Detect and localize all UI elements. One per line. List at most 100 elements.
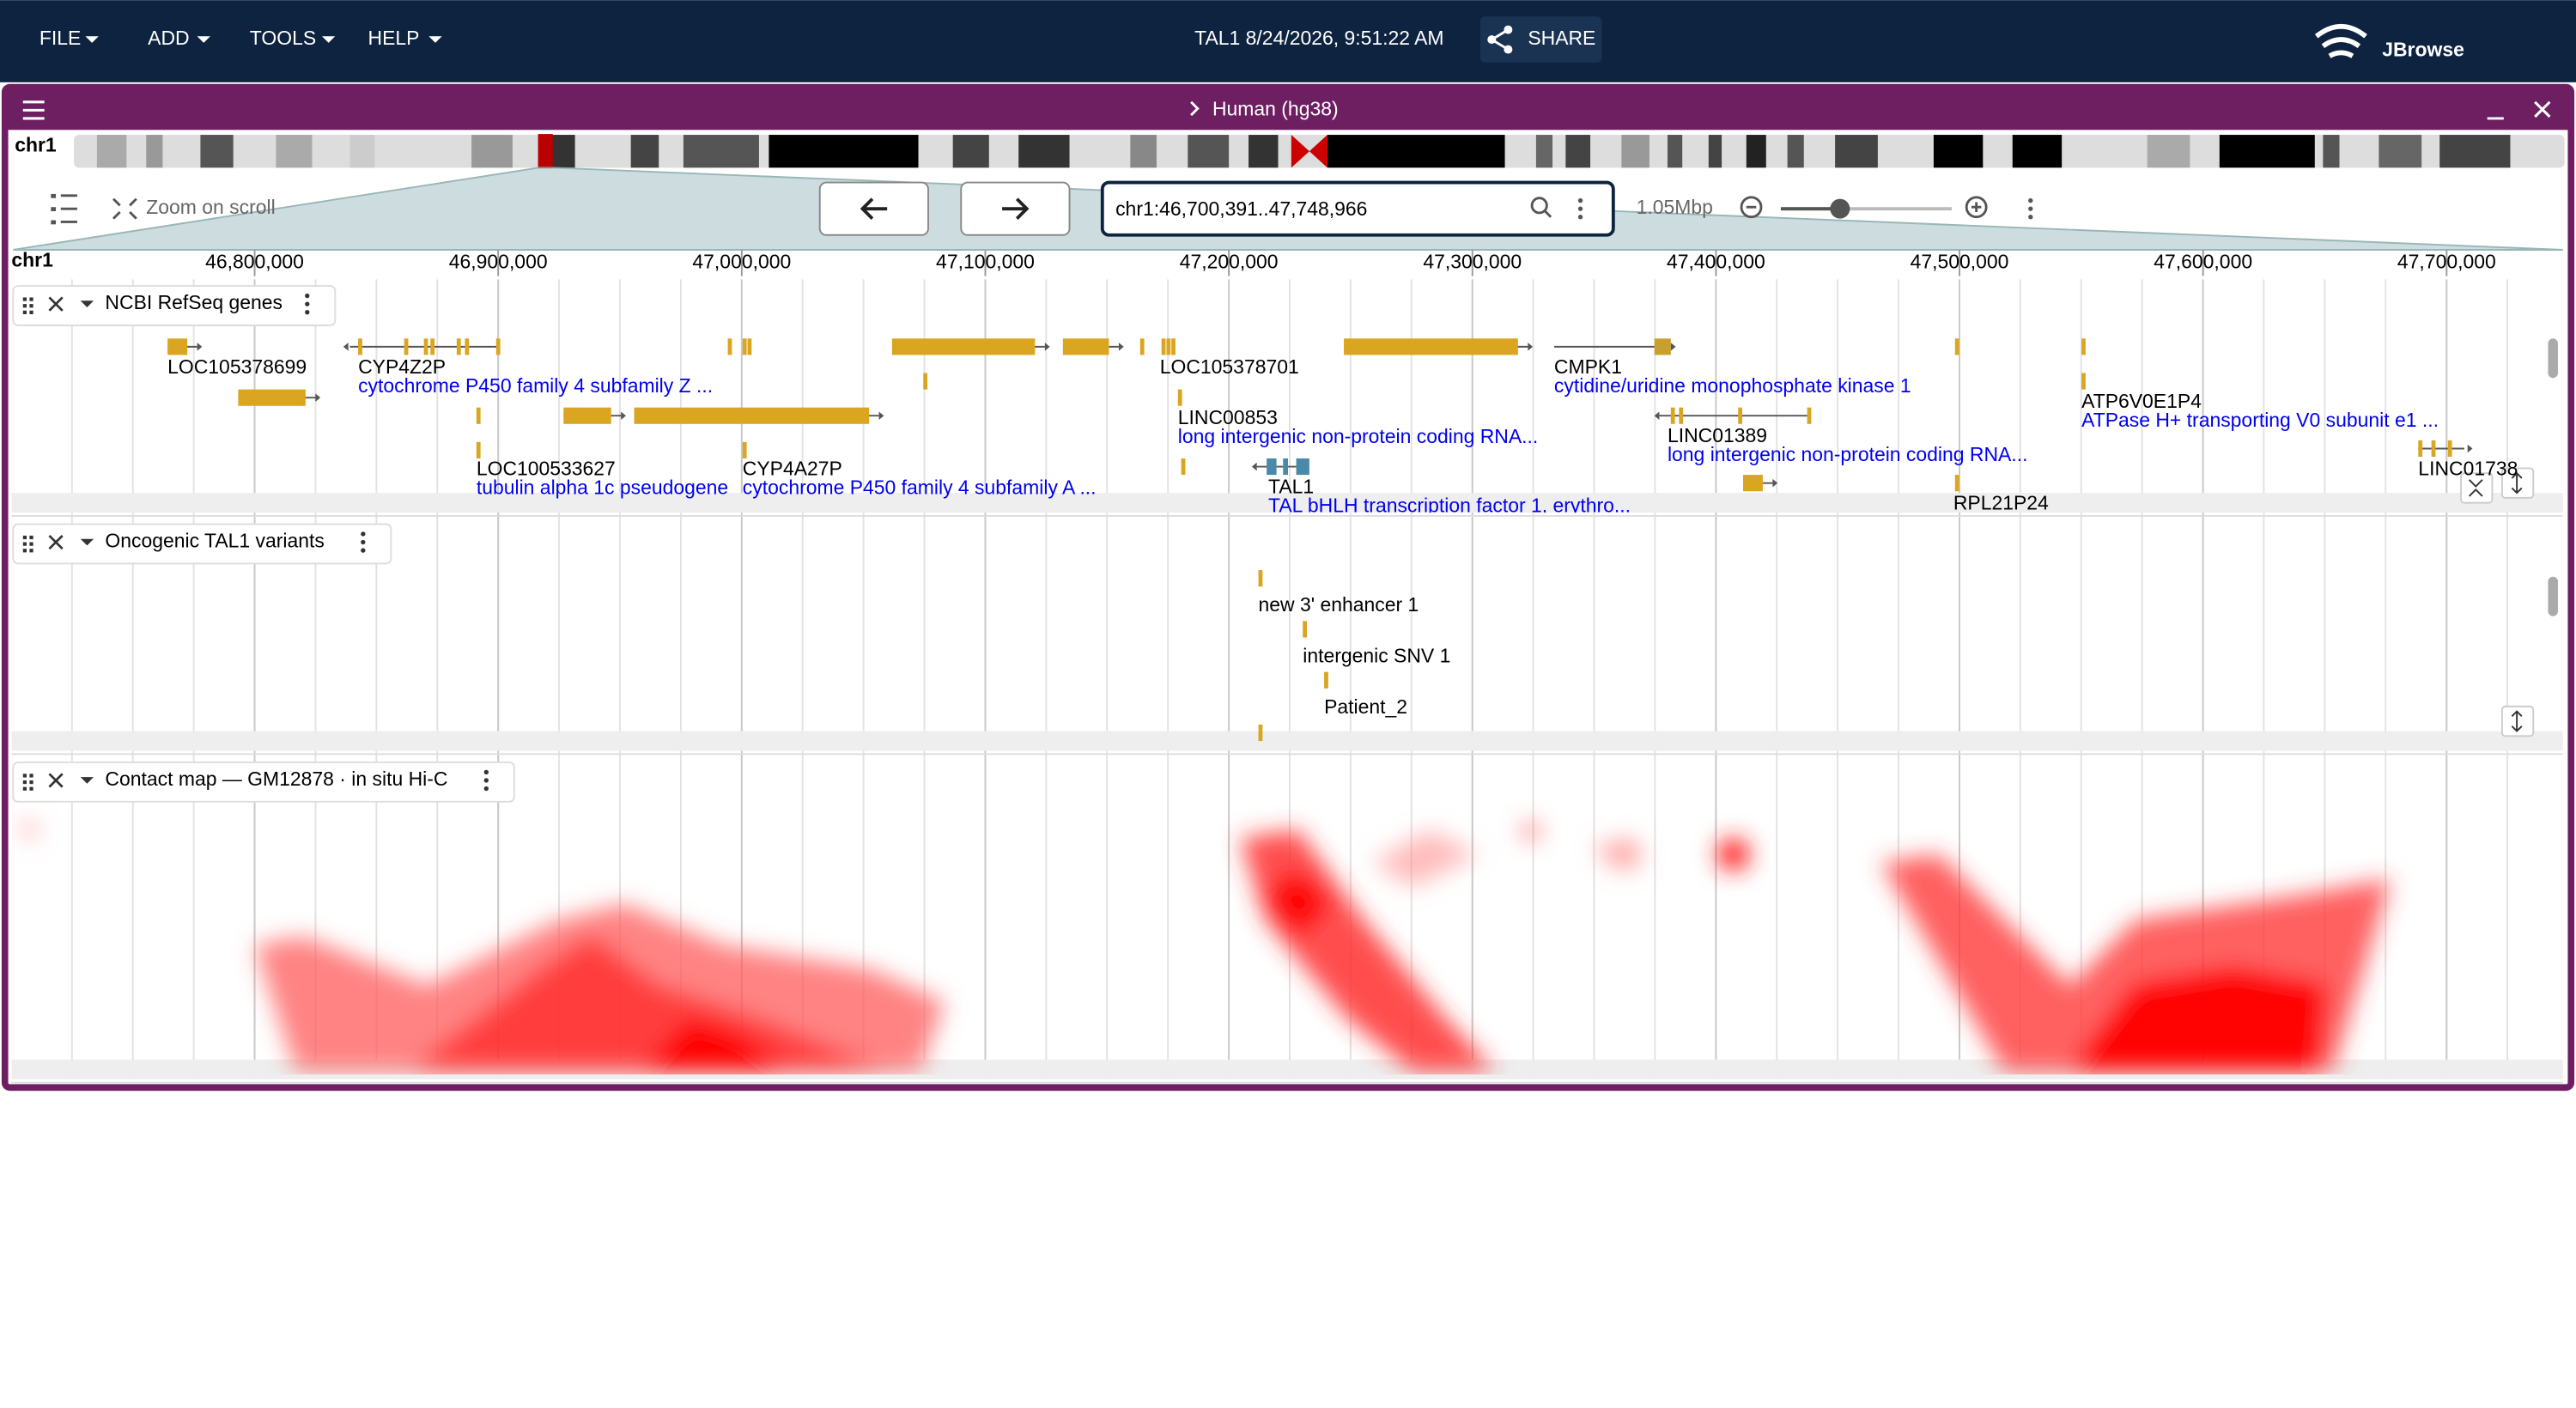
track-menu-dot[interactable] <box>361 548 366 553</box>
track-menu-dot[interactable] <box>483 769 489 775</box>
contact-map-blobs <box>21 821 2391 1071</box>
view-menu-dot[interactable] <box>2028 206 2033 211</box>
gene-name: CYP4Z2P <box>358 355 446 378</box>
ideogram-band <box>2012 135 2063 168</box>
track-label-box <box>12 523 392 565</box>
gene-exon <box>727 338 732 355</box>
close-track[interactable] <box>48 296 64 312</box>
gene-exon <box>634 407 870 424</box>
track-label-box <box>12 761 515 803</box>
contact-blob <box>410 936 888 1071</box>
track-menu-dot[interactable] <box>361 531 366 537</box>
gene-exon <box>923 373 928 390</box>
track-menu-dot[interactable] <box>361 539 366 545</box>
ideogram-band <box>1933 135 1984 168</box>
gene-exon <box>891 338 1036 355</box>
menu-button[interactable]: ADD <box>148 27 189 49</box>
view-header <box>4 88 2572 130</box>
drag-handle-dot[interactable] <box>22 310 27 314</box>
share-icon-dot <box>1504 45 1513 54</box>
track-menu-dot[interactable] <box>305 310 310 315</box>
gene-description: TAL bHLH transcription factor 1, erythro… <box>1268 494 1631 516</box>
track-collapse[interactable] <box>80 538 94 546</box>
drag-handle-dot[interactable] <box>22 535 27 540</box>
zoom-on-scroll[interactable]: Zoom on scroll <box>146 196 275 218</box>
track-collapse[interactable] <box>80 300 94 307</box>
gene-exon <box>358 338 362 355</box>
zoom-out[interactable] <box>1740 196 1763 219</box>
close-track[interactable] <box>48 773 64 788</box>
strand-arrow <box>2467 444 2473 453</box>
drag-handle-dot[interactable] <box>29 549 33 553</box>
gene-exon <box>238 389 306 406</box>
gene-exon <box>1171 338 1176 355</box>
track-menu-dot[interactable] <box>305 293 310 299</box>
ideogram-band <box>1621 135 1649 168</box>
drag-handle-dot[interactable] <box>29 310 33 314</box>
back-arrow <box>860 197 888 220</box>
track-menu-dot[interactable] <box>483 786 489 792</box>
gene-description: cytochrome P450 family 4 subfamily Z ... <box>358 374 713 397</box>
forward-arrow <box>1002 197 1030 220</box>
drag-handle-dot[interactable] <box>22 304 27 308</box>
drag-handle-dot[interactable] <box>22 542 27 546</box>
track-menu-dot[interactable] <box>483 778 489 783</box>
share-icon-dot <box>1487 35 1497 45</box>
share-label: SHARE <box>1528 27 1595 49</box>
dropdown-icon <box>197 36 210 43</box>
location-menu-dot <box>1577 197 1583 203</box>
drag-handle-dot[interactable] <box>29 780 33 785</box>
collapse-button[interactable] <box>2460 472 2494 504</box>
drag-handle-dot[interactable] <box>22 786 27 791</box>
gene-exon <box>1139 338 1145 355</box>
menu-button[interactable]: FILE <box>39 27 81 49</box>
drag-handle-dot[interactable] <box>29 535 33 540</box>
gene-exon <box>1679 407 1684 424</box>
drag-handle-dot[interactable] <box>29 297 33 301</box>
contact-blob <box>21 821 39 838</box>
close-track[interactable] <box>48 534 64 550</box>
ideogram-band <box>1327 135 1505 168</box>
gene-exon <box>1166 338 1171 355</box>
drag-handle-dot[interactable] <box>29 786 33 791</box>
drag-handle-dot[interactable] <box>29 304 33 308</box>
resize-icon <box>2511 710 2523 732</box>
drag-handle-dot[interactable] <box>29 542 33 546</box>
view-menu-dot[interactable] <box>2028 215 2033 220</box>
view-menu-dot[interactable] <box>2028 197 2033 203</box>
gene-exon <box>465 338 470 355</box>
ideogram-band <box>96 135 127 168</box>
gene-exon <box>1807 407 1812 424</box>
app-bar <box>0 0 2576 82</box>
gene-exon <box>476 407 481 424</box>
contact-blob <box>2069 968 2325 1071</box>
menu-button[interactable]: TOOLS <box>250 27 316 49</box>
strand-arrow <box>1251 462 1257 471</box>
track-menu-dot[interactable] <box>305 301 310 306</box>
close-view[interactable] <box>2534 100 2551 118</box>
menu-button[interactable]: HELP <box>368 27 420 49</box>
track-selector-dot <box>51 207 57 212</box>
gene-name: CMPK1 <box>1554 355 1622 378</box>
strand-arrow <box>1118 343 1124 351</box>
gene-name: LOC105378701 <box>1160 355 1299 378</box>
zoom-slider-thumb[interactable] <box>1830 198 1850 219</box>
zoom-in[interactable] <box>1965 196 1988 219</box>
drag-handle-dot[interactable] <box>22 774 27 778</box>
ruler-tick-label: 47,500,000 <box>1911 250 2009 272</box>
drag-handle-dot[interactable] <box>22 780 27 785</box>
location-input[interactable] <box>1100 180 1615 237</box>
drag-handle-dot[interactable] <box>22 549 27 553</box>
drag-handle-dot[interactable] <box>22 297 27 301</box>
gene-exon <box>495 338 501 355</box>
gene-exon <box>1954 475 1959 492</box>
track-collapse[interactable] <box>80 777 94 784</box>
view-frame <box>1 83 2575 1091</box>
gene-exon <box>456 338 461 355</box>
ruler-tick-label: 47,000,000 <box>692 250 791 272</box>
gene-exon <box>1177 389 1182 406</box>
gene-description: ATPase H+ transporting V0 subunit e1 ... <box>2081 409 2439 431</box>
drag-handle-dot[interactable] <box>29 774 33 778</box>
search-icon[interactable] <box>1530 197 1548 215</box>
